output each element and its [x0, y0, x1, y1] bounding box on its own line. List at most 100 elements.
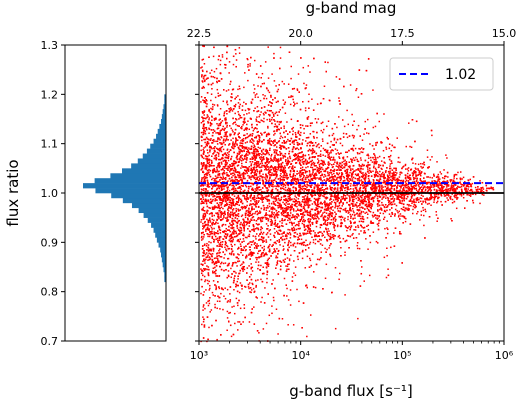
scatter-point — [362, 202, 365, 205]
scatter-point — [363, 133, 365, 135]
scatter-point — [203, 175, 206, 178]
scatter-point — [213, 208, 215, 210]
histogram-bar — [156, 237, 166, 243]
scatter-point — [369, 156, 372, 159]
scatter-point — [304, 211, 307, 213]
scatter-point — [216, 81, 218, 84]
scatter-point — [346, 170, 348, 172]
scatter-point — [220, 161, 223, 164]
scatter-point — [350, 160, 353, 162]
scatter-point — [337, 181, 339, 184]
scatter-point — [230, 237, 232, 240]
scatter-point — [338, 97, 340, 99]
scatter-point — [435, 176, 438, 179]
scatter-point — [260, 156, 262, 158]
scatter-point — [393, 174, 395, 176]
scatter-point — [276, 223, 278, 226]
scatter-point — [325, 167, 327, 170]
scatter-point — [286, 190, 288, 192]
scatter-point — [228, 189, 231, 192]
scatter-point — [389, 165, 391, 167]
scatter-point — [377, 210, 379, 212]
scatter-point — [236, 227, 239, 229]
scatter-point — [212, 168, 215, 171]
scatter-point — [282, 212, 285, 215]
scatter-point — [318, 238, 321, 241]
scatter-point — [334, 206, 336, 209]
scatter-point — [394, 171, 397, 174]
scatter-point — [353, 170, 355, 172]
scatter-point — [200, 162, 203, 164]
scatter-point — [325, 212, 328, 214]
scatter-point — [248, 211, 251, 213]
scatter-point — [300, 203, 302, 206]
scatter-point — [210, 146, 213, 149]
scatter-point — [207, 190, 209, 192]
scatter-point — [346, 175, 348, 178]
scatter-point — [316, 198, 318, 200]
scatter-point — [232, 141, 234, 143]
scatter-point — [210, 115, 213, 118]
scatter-point — [336, 189, 339, 191]
scatter-point — [293, 260, 295, 262]
scatter-point — [274, 123, 277, 125]
scatter-point — [392, 196, 394, 198]
scatter-point — [278, 199, 281, 202]
scatter-point — [401, 172, 403, 174]
scatter-point — [352, 188, 355, 190]
scatter-point — [450, 187, 453, 189]
scatter-point — [380, 186, 383, 188]
scatter-point — [274, 214, 277, 216]
scatter-point — [233, 254, 235, 256]
scatter-point — [282, 155, 285, 158]
scatter-point — [275, 180, 277, 183]
scatter-point — [270, 165, 273, 167]
histogram-bar — [164, 276, 166, 283]
scatter-point — [350, 202, 353, 205]
scatter-point — [301, 257, 304, 260]
scatter-point — [217, 222, 219, 225]
scatter-point — [243, 223, 245, 225]
scatter-point — [360, 210, 363, 213]
scatter-point — [290, 184, 292, 187]
scatter-point — [277, 202, 279, 204]
scatter-point — [322, 217, 325, 219]
scatter-point — [360, 195, 362, 197]
scatter-point — [313, 218, 315, 220]
scatter-point — [299, 176, 301, 178]
scatter-point — [271, 208, 274, 211]
scatter-point — [228, 206, 230, 208]
scatter-point — [385, 146, 387, 149]
scatter-point — [235, 221, 238, 224]
scatter-point — [210, 232, 213, 235]
scatter-point — [279, 202, 281, 205]
scatter-point — [396, 196, 398, 198]
scatter-point — [322, 140, 324, 142]
scatter-point — [289, 190, 292, 193]
scatter-point — [206, 116, 208, 119]
scatter-point — [346, 171, 349, 173]
scatter-point — [294, 266, 297, 268]
scatter-point — [425, 188, 427, 191]
scatter-point — [304, 170, 307, 172]
scatter-point — [347, 216, 349, 218]
scatter-point — [202, 225, 204, 227]
scatter-point — [204, 195, 207, 197]
scatter-point — [263, 248, 266, 250]
scatter-point — [207, 244, 210, 246]
scatter-point — [301, 161, 304, 163]
scatter-point — [260, 119, 262, 121]
scatter-point — [222, 100, 225, 103]
scatter-point — [280, 135, 282, 138]
scatter-point — [272, 181, 275, 184]
scatter-point — [230, 276, 233, 279]
scatter-point — [200, 149, 202, 152]
scatter-point — [274, 120, 276, 122]
scatter-point — [423, 214, 425, 217]
scatter-point — [235, 160, 237, 163]
histogram-y-ticks: 0.70.80.91.01.11.21.3 — [41, 39, 65, 348]
scatter-point — [293, 101, 295, 103]
scatter-point — [322, 216, 325, 219]
scatter-point — [200, 221, 202, 223]
scatter-point — [272, 213, 275, 216]
